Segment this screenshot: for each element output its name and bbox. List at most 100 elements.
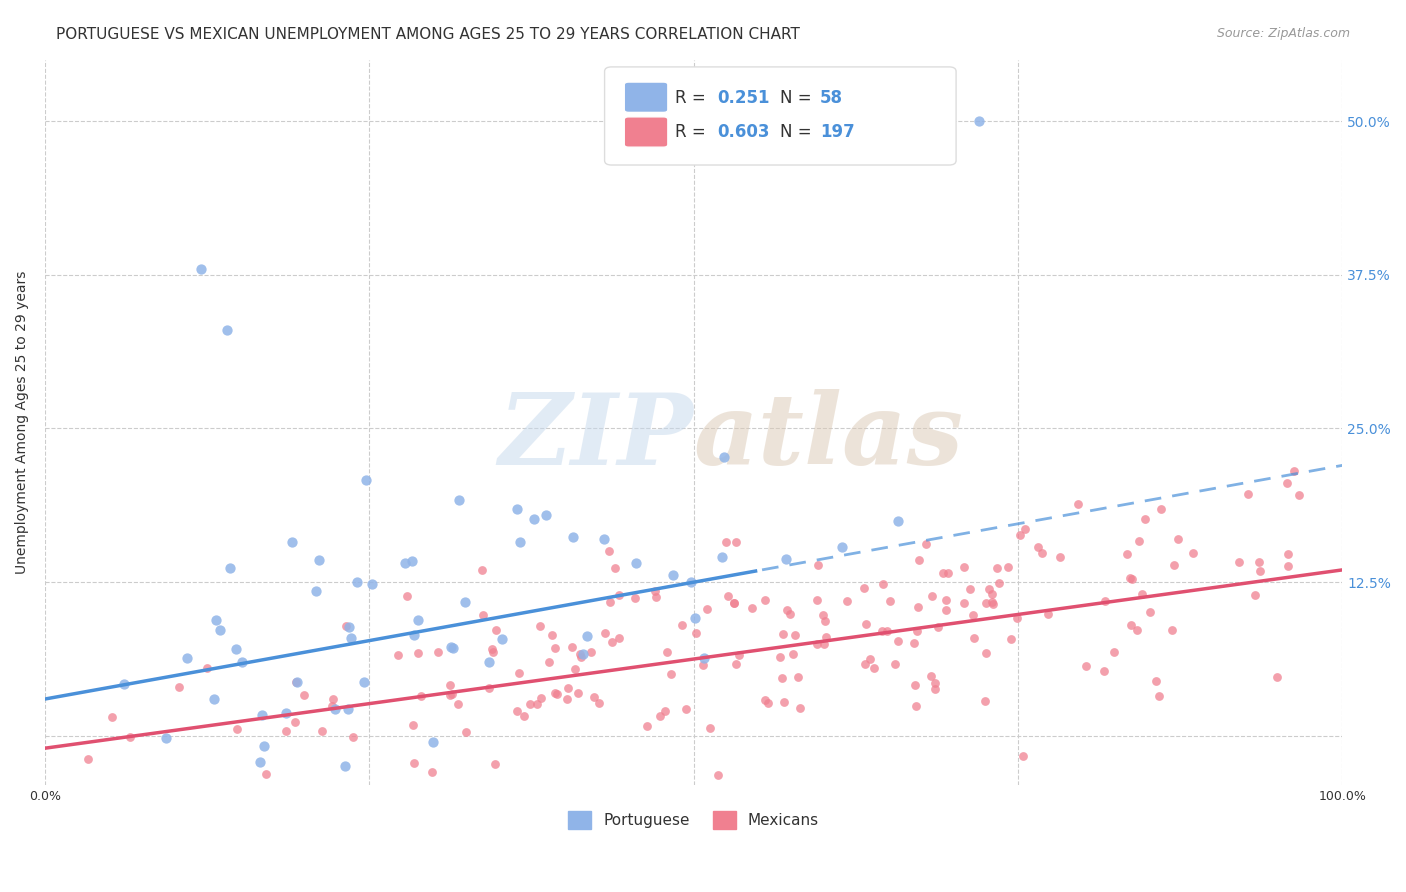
Point bbox=[1005, 611, 1028, 625]
Point bbox=[588, 696, 610, 710]
Point bbox=[953, 560, 976, 574]
Point bbox=[219, 561, 242, 575]
Text: atlas: atlas bbox=[693, 389, 963, 485]
Point bbox=[454, 595, 477, 609]
Point bbox=[482, 645, 505, 659]
Point bbox=[491, 632, 513, 647]
Point bbox=[276, 706, 298, 721]
Point bbox=[806, 637, 828, 651]
Text: N =: N = bbox=[780, 123, 817, 141]
Point bbox=[707, 768, 730, 782]
Point bbox=[980, 587, 1002, 601]
Point bbox=[478, 655, 501, 669]
Point bbox=[853, 581, 876, 595]
Point bbox=[776, 603, 799, 617]
Point bbox=[439, 678, 461, 692]
Point bbox=[190, 261, 212, 276]
Point bbox=[281, 535, 304, 549]
Point bbox=[519, 697, 541, 711]
Point bbox=[716, 534, 738, 549]
Point bbox=[783, 628, 806, 642]
Point bbox=[308, 552, 330, 566]
Point bbox=[572, 647, 595, 661]
Point bbox=[440, 640, 463, 655]
Point bbox=[903, 635, 925, 649]
Point bbox=[569, 650, 592, 665]
Point bbox=[837, 593, 859, 607]
Point bbox=[921, 589, 943, 603]
Point bbox=[1163, 558, 1185, 573]
Point bbox=[526, 697, 548, 711]
Point bbox=[936, 566, 959, 580]
Point bbox=[675, 702, 697, 716]
Point bbox=[562, 530, 585, 544]
Point bbox=[907, 600, 929, 615]
Point bbox=[779, 607, 801, 621]
Point bbox=[876, 624, 898, 638]
Point bbox=[254, 767, 277, 781]
Point bbox=[855, 617, 877, 632]
Point bbox=[1150, 502, 1173, 516]
Point bbox=[924, 676, 946, 690]
Point bbox=[1094, 594, 1116, 608]
Text: R =: R = bbox=[675, 89, 711, 107]
Point bbox=[987, 575, 1010, 590]
Point bbox=[402, 756, 425, 770]
Point bbox=[756, 696, 779, 710]
Point bbox=[447, 697, 470, 711]
Point bbox=[322, 691, 344, 706]
Point bbox=[679, 575, 702, 590]
Point bbox=[1119, 571, 1142, 585]
Point bbox=[564, 662, 586, 676]
Point bbox=[1128, 533, 1150, 548]
Point bbox=[692, 658, 714, 673]
Point bbox=[557, 681, 579, 696]
Point bbox=[962, 607, 984, 622]
Point bbox=[337, 702, 360, 716]
Point bbox=[963, 631, 986, 645]
Point bbox=[863, 661, 886, 675]
Point bbox=[249, 755, 271, 769]
Point bbox=[814, 630, 837, 644]
Point bbox=[485, 623, 508, 637]
Point bbox=[754, 593, 776, 607]
Point bbox=[1067, 497, 1090, 511]
Y-axis label: Unemployment Among Ages 25 to 29 years: Unemployment Among Ages 25 to 29 years bbox=[15, 270, 30, 574]
Point bbox=[607, 631, 630, 645]
Point bbox=[1277, 547, 1299, 561]
Point bbox=[411, 689, 433, 703]
Text: N =: N = bbox=[780, 89, 817, 107]
Point bbox=[1277, 558, 1299, 573]
Point bbox=[1161, 624, 1184, 638]
Point bbox=[274, 724, 297, 739]
Point bbox=[592, 533, 614, 547]
Point bbox=[1147, 689, 1170, 703]
Point bbox=[250, 707, 273, 722]
Point bbox=[1010, 528, 1032, 542]
Point bbox=[522, 512, 544, 526]
Point bbox=[529, 618, 551, 632]
Point bbox=[118, 730, 141, 744]
Point bbox=[683, 611, 706, 625]
Point bbox=[441, 686, 464, 700]
Point bbox=[1014, 522, 1036, 536]
Point bbox=[981, 597, 1004, 611]
Point bbox=[1265, 670, 1288, 684]
Point bbox=[723, 596, 745, 610]
Point bbox=[920, 668, 942, 682]
Point bbox=[209, 624, 232, 638]
Point bbox=[582, 690, 605, 704]
Point bbox=[935, 602, 957, 616]
Point bbox=[112, 677, 135, 691]
Point bbox=[1049, 550, 1071, 565]
Point bbox=[914, 537, 936, 551]
Point bbox=[728, 648, 751, 663]
Point bbox=[831, 540, 853, 554]
Point bbox=[1167, 533, 1189, 547]
Point bbox=[422, 735, 444, 749]
Point bbox=[1026, 540, 1049, 554]
Point bbox=[1237, 487, 1260, 501]
Point bbox=[305, 584, 328, 599]
Point bbox=[346, 574, 368, 589]
Point bbox=[506, 705, 529, 719]
